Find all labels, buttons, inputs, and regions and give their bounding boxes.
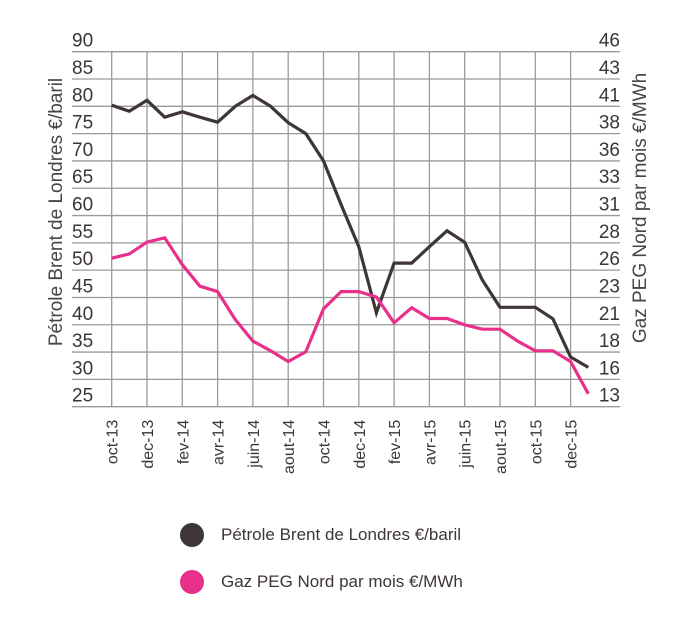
y-tick-label: 80 (72, 85, 93, 106)
y-tick-label: 85 (72, 58, 93, 79)
y-right-tick-label: 46 (599, 31, 620, 52)
x-tick-label: avr-14 (211, 420, 228, 465)
y-right-tick-label: 13 (599, 386, 620, 407)
brent-oil-line (111, 93, 590, 369)
x-tick-label: aout-15 (493, 420, 510, 474)
y-tick-label: 50 (72, 249, 93, 270)
legend-item-brent: Pétrole Brent de Londres €/baril (180, 520, 463, 550)
gas-color-swatch-icon (180, 570, 204, 594)
legend-item-gas: Gaz PEG Nord par mois €/MWh (180, 567, 463, 597)
legend-label: Pétrole Brent de Londres €/baril (221, 525, 462, 544)
y-tick-label: 35 (72, 331, 93, 352)
x-tick-label: oct-15 (528, 420, 545, 465)
x-axis-ticks: oct-13 dec-13 fev-14 avr-14 juin-14 aout-14 oc… (105, 420, 581, 474)
line-chart: 90 85 80 75 70 65 60 55 50 45 40 35 30 25 46 43 41 38 36 3… (46, 31, 651, 474)
x-tick-label: juin-15 (458, 420, 475, 469)
y-right-tick-label: 38 (599, 113, 620, 134)
x-tick-label: aout-14 (281, 420, 298, 474)
y-tick-label: 70 (72, 140, 93, 161)
y-tick-label: 40 (72, 304, 93, 325)
y-right-tick-label: 16 (599, 358, 620, 379)
y-right-tick-label: 41 (599, 85, 620, 106)
y-right-tick-label: 43 (599, 58, 620, 79)
x-tick-label: avr-15 (422, 420, 439, 465)
x-tick-label: dec-15 (564, 420, 581, 469)
y-tick-label: 65 (72, 167, 93, 188)
y-right-tick-label: 36 (599, 140, 620, 161)
y-tick-label: 55 (72, 222, 93, 243)
brent-color-swatch-icon (180, 523, 204, 547)
x-tick-label: oct-14 (317, 420, 334, 465)
x-tick-label: dec-14 (352, 420, 369, 469)
left-y-axis-ticks: 90 85 80 75 70 65 60 55 50 45 40 35 30 25 (72, 31, 93, 407)
y-right-tick-label: 18 (599, 331, 620, 352)
y-tick-label: 75 (72, 113, 93, 134)
x-tick-label: fev-14 (175, 420, 192, 465)
right-y-axis-ticks: 46 43 41 38 36 33 31 28 26 23 21 18 16 13 (599, 31, 620, 407)
y-tick-label: 45 (72, 276, 93, 297)
y-right-tick-label: 33 (599, 167, 620, 188)
left-y-axis-title: Pétrole Brent de Londres €/baril (46, 78, 67, 346)
x-tick-label: fev-15 (387, 420, 404, 465)
y-right-tick-label: 28 (599, 222, 620, 243)
y-tick-label: 25 (72, 386, 93, 407)
x-tick-label: dec-13 (140, 420, 157, 469)
y-right-tick-label: 23 (599, 276, 620, 297)
y-right-tick-label: 21 (599, 304, 620, 325)
legend: Pétrole Brent de Londres €/baril Gaz PEG… (180, 520, 463, 614)
y-tick-label: 30 (72, 358, 93, 379)
vertical-gridlines (111, 51, 572, 407)
y-tick-label: 90 (72, 31, 93, 52)
y-right-tick-label: 31 (599, 195, 620, 216)
x-tick-label: juin-14 (246, 420, 263, 469)
gas-peg-nord-line (111, 235, 590, 395)
y-tick-label: 60 (72, 195, 93, 216)
y-right-tick-label: 26 (599, 249, 620, 270)
horizontal-gridlines (72, 51, 620, 408)
legend-label: Gaz PEG Nord par mois €/MWh (221, 572, 463, 591)
x-tick-label: oct-13 (105, 420, 122, 465)
right-y-axis-title: Gaz PEG Nord par mois €/MWh (630, 73, 651, 343)
